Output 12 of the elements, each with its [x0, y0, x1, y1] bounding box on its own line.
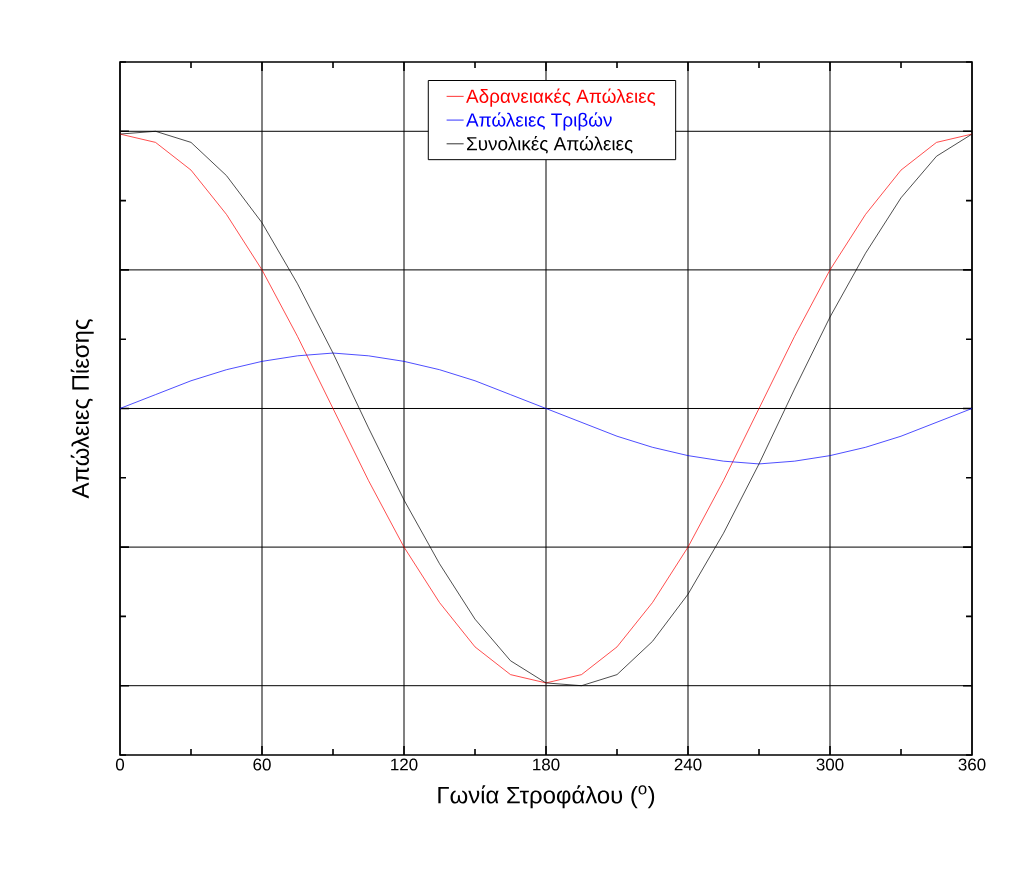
legend-label: Αδρανειακές Απώλειες	[466, 88, 656, 107]
x-tick-label: 180	[533, 758, 560, 771]
x-axis-title: Γωνία Στροφάλου ($^{o}$)	[438, 785, 655, 809]
x-tick-label: 0	[115, 758, 125, 771]
x-tick-label: 120	[391, 758, 418, 771]
legend-label: Συνολικές Απώλειες	[467, 135, 633, 154]
x-tick-label: 360	[958, 758, 986, 771]
x-tick-label: 60	[253, 758, 271, 771]
x-tick-label: 240	[674, 758, 702, 771]
y-axis-title: Απώλειες Πίεσης	[70, 319, 94, 499]
legend-label: Απώλειες Τριβών	[466, 112, 612, 131]
x-tick-label: 300	[816, 758, 844, 771]
